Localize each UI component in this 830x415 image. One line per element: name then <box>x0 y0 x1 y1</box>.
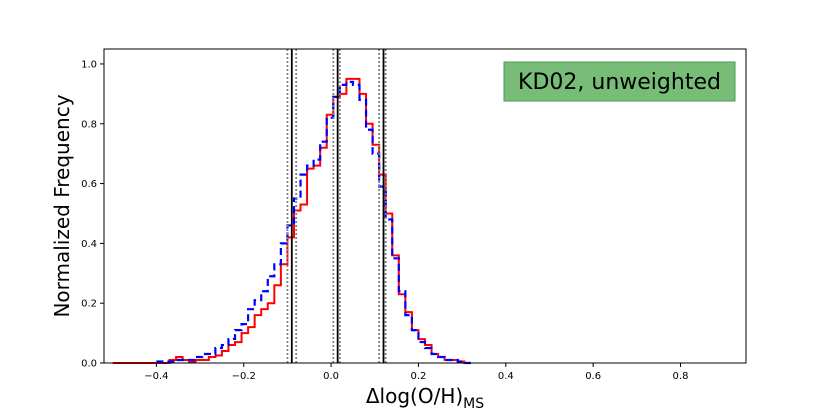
annotation-background <box>503 61 736 102</box>
y-tick-label: 0.2 <box>81 299 97 310</box>
axes-frame <box>103 48 747 364</box>
series-step-solid <box>112 77 471 364</box>
y-tick-label: 0.0 <box>81 359 97 370</box>
y-axis-label: Normalized Frequency <box>50 94 74 317</box>
y-tick-label: 1.0 <box>81 59 97 70</box>
annotation-box: KD02, unweighted <box>503 61 736 102</box>
y-tick-label: 0.4 <box>81 239 97 250</box>
y-tick-label: 0.8 <box>81 119 97 130</box>
x-tick-label: 0.6 <box>585 371 601 382</box>
y-ticks: 0.0 0.2 0.4 0.6 0.8 1.0 <box>81 59 104 370</box>
x-tick-label: −0.4 <box>144 371 168 382</box>
x-axis-label-subscript: MS <box>463 396 484 412</box>
series-step-dashed <box>156 80 471 365</box>
x-ticks: −0.4 −0.2 0.0 0.2 0.4 0.6 0.8 <box>144 363 688 382</box>
x-axis-label-main: Δlog(O/H) <box>366 384 463 408</box>
x-axis-label: Δlog(O/H)MS <box>366 384 484 412</box>
plot-area <box>112 49 471 365</box>
x-tick-label: 0.4 <box>498 371 514 382</box>
y-tick-label: 0.6 <box>81 179 97 190</box>
x-tick-label: 0.2 <box>410 371 426 382</box>
x-tick-label: 0.0 <box>323 371 339 382</box>
x-tick-label: −0.2 <box>232 371 256 382</box>
annotation-text: KD02, unweighted <box>518 70 721 95</box>
x-tick-label: 0.8 <box>673 371 689 382</box>
